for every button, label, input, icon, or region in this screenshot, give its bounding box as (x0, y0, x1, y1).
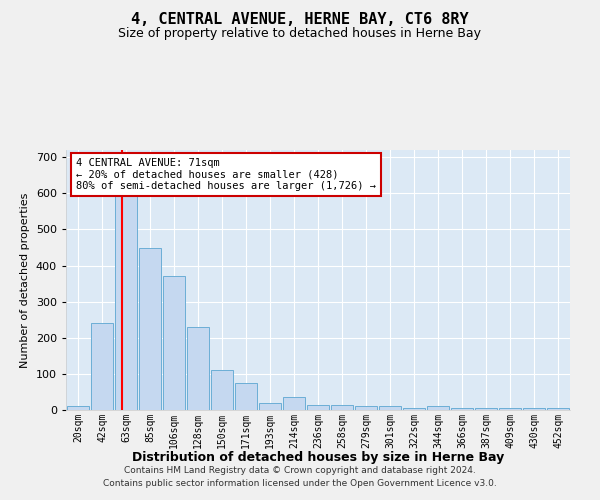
Text: 4, CENTRAL AVENUE, HERNE BAY, CT6 8RY: 4, CENTRAL AVENUE, HERNE BAY, CT6 8RY (131, 12, 469, 28)
Bar (67, 406, 89, 410)
Text: 4 CENTRAL AVENUE: 71sqm
← 20% of detached houses are smaller (428)
80% of semi-d: 4 CENTRAL AVENUE: 71sqm ← 20% of detache… (76, 158, 376, 191)
Text: Size of property relative to detached houses in Herne Bay: Size of property relative to detached ho… (119, 28, 482, 40)
Bar (259, 403, 281, 410)
Bar (355, 406, 377, 410)
Bar (547, 408, 569, 410)
Bar (307, 404, 329, 410)
Bar (139, 248, 161, 410)
Text: Distribution of detached houses by size in Herne Bay: Distribution of detached houses by size … (132, 451, 504, 464)
Bar (235, 383, 257, 410)
Bar (451, 408, 473, 410)
Bar (331, 404, 353, 410)
Bar (379, 406, 401, 410)
Bar (283, 398, 305, 410)
Bar (475, 408, 497, 410)
Bar (523, 408, 545, 410)
Bar (403, 408, 425, 410)
Bar (163, 276, 185, 410)
Bar (499, 408, 521, 410)
Y-axis label: Number of detached properties: Number of detached properties (20, 192, 30, 368)
Bar (115, 172, 137, 410)
Text: Contains HM Land Registry data © Crown copyright and database right 2024.
Contai: Contains HM Land Registry data © Crown c… (103, 466, 497, 487)
Bar (211, 370, 233, 410)
Bar (427, 406, 449, 410)
Bar (91, 324, 113, 410)
Bar (187, 327, 209, 410)
